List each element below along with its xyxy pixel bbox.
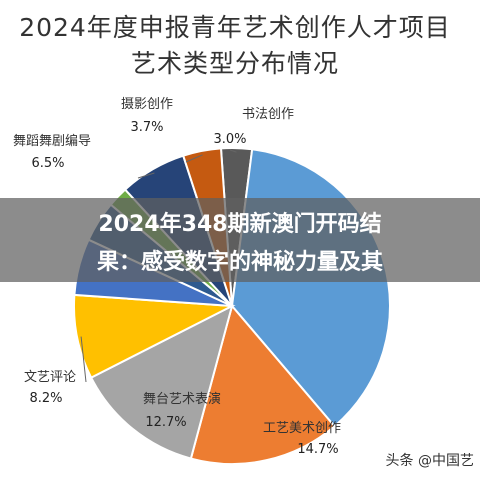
slice-label-3: 舞台艺术表演	[143, 391, 221, 407]
slice-value-0: 3.0%	[213, 132, 246, 147]
overlay-text-line1: 2024年348期新澳门开码结	[98, 212, 382, 237]
slice-labels: 书法创作 3.0% 工艺美术创作 14.7% 舞台艺术表演 12.7% 文艺评论 8.2% 舞蹈…	[13, 97, 341, 457]
pie-slice-3	[89, 304, 234, 460]
slice-value-2: 14.7%	[297, 442, 338, 457]
pie-slice-2	[189, 303, 336, 465]
slice-label-2: 工艺美术创作	[263, 421, 341, 436]
slice-label-4: 文艺评论	[24, 370, 76, 385]
leader-line-9	[185, 154, 203, 163]
chart-title-line1: 2024年度申报青年艺术创作人才项目	[19, 13, 451, 42]
pie-slices	[73, 147, 391, 465]
overlay-text-line2: 果：感受数字的神秘力量及其	[96, 250, 383, 275]
pie-slice-4	[73, 293, 236, 379]
slice-value-4: 8.2%	[29, 391, 62, 406]
slice-label-8: 舞蹈舞剧编导	[13, 134, 91, 149]
leader-line-8	[137, 172, 155, 179]
slice-value-3: 12.7%	[145, 415, 186, 430]
slice-value-8: 6.5%	[31, 156, 64, 171]
chart-title-line2: 艺术类型分布情况	[130, 49, 339, 78]
slice-value-9: 3.7%	[130, 120, 163, 135]
leader-lines	[80, 149, 237, 383]
leader-line-4	[80, 336, 87, 383]
leader-line-0	[229, 149, 237, 153]
slice-label-9: 摄影创作	[121, 97, 173, 112]
slice-label-0: 书法创作	[242, 107, 294, 122]
watermark: 头条 @中国艺	[385, 453, 474, 469]
overlay-banner	[0, 198, 480, 282]
